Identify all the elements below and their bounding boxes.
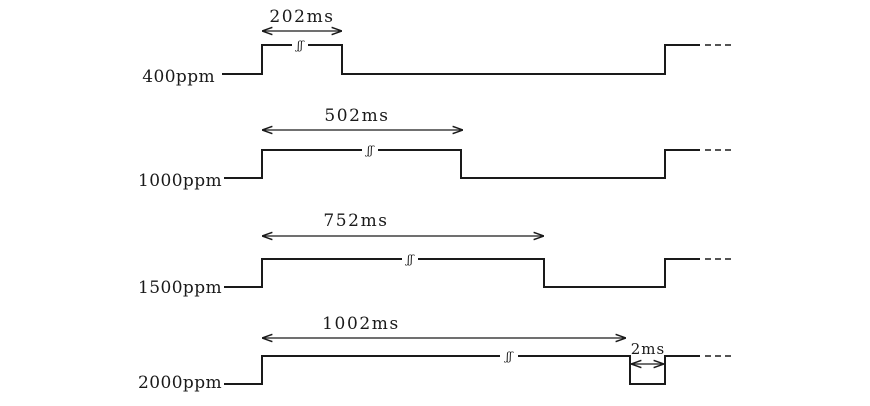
break-mark: ʃʃ xyxy=(364,144,375,157)
pulse-waveform xyxy=(222,44,700,75)
concentration-label: 1500ppm xyxy=(138,278,222,298)
waveform-400ppm: 400ppm ʃʃ 202ms xyxy=(142,7,735,87)
waveform-1500ppm: 1500ppm ʃʃ 752ms xyxy=(138,211,735,298)
break-mark: ʃʃ xyxy=(404,253,415,266)
waveform-1000ppm: 1000ppm ʃʃ 502ms xyxy=(138,106,735,191)
pulse-duration-label: 202ms xyxy=(269,7,334,27)
waveform-2000ppm: 2000ppm ʃʃ 1002ms 2ms xyxy=(138,314,735,393)
pulse-waveform xyxy=(224,258,700,288)
concentration-label: 1000ppm xyxy=(138,171,222,191)
pulse-duration-label: 1002ms xyxy=(322,314,400,334)
low-duration-label: 2ms xyxy=(631,340,665,358)
concentration-label: 400ppm xyxy=(142,67,215,87)
concentration-label: 2000ppm xyxy=(138,373,222,393)
break-mark: ʃʃ xyxy=(294,39,305,52)
pulse-duration-label: 502ms xyxy=(324,106,389,126)
break-mark: ʃʃ xyxy=(503,350,514,363)
pulse-duration-label: 752ms xyxy=(323,211,388,231)
pulse-waveform xyxy=(224,355,700,385)
pulse-waveform xyxy=(224,149,700,179)
